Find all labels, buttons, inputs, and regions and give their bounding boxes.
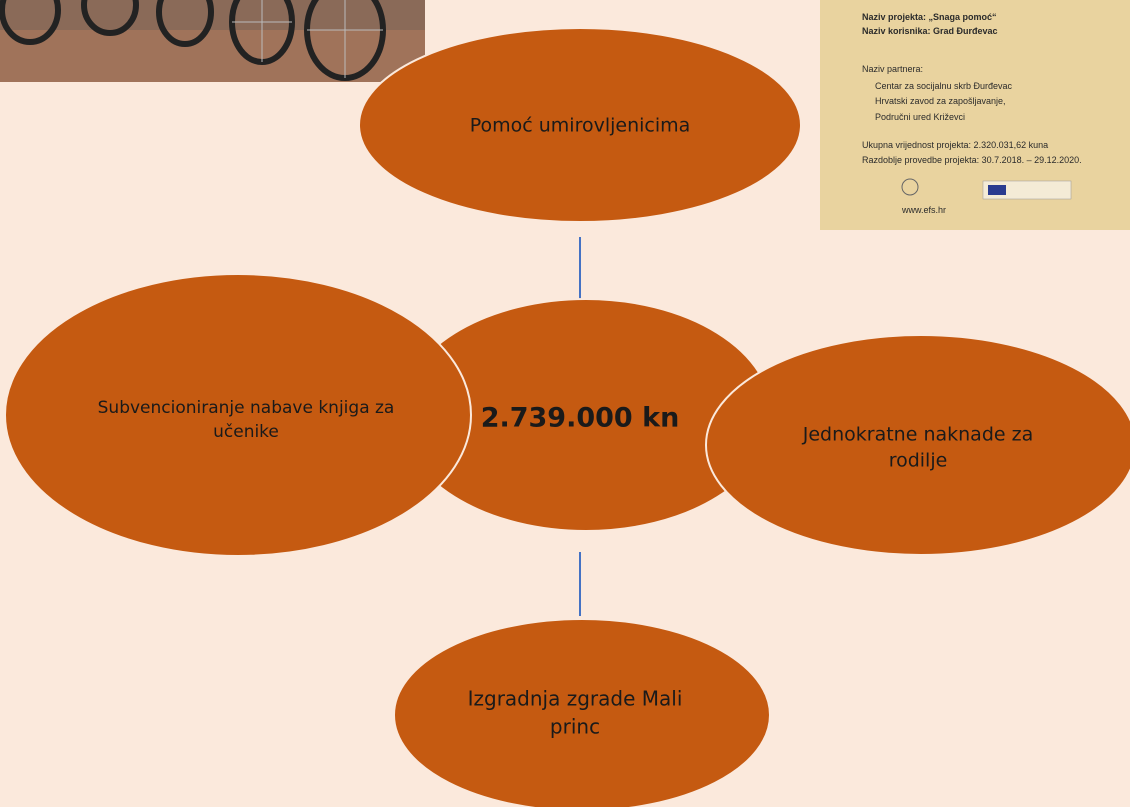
node-label: rodilje <box>889 450 948 472</box>
poster-line: Ukupna vrijednost projekta: 2.320.031,62… <box>862 140 1048 150</box>
slide: Naziv projekta: „Snaga pomoć“ Naziv kori… <box>0 0 1130 807</box>
photo <box>0 0 425 82</box>
center-label: 2.739.000 kn <box>481 403 680 434</box>
poster: Naziv projekta: „Snaga pomoć“ Naziv kori… <box>820 0 1130 230</box>
poster-line: Centar za socijalnu skrb Đurđevac <box>875 81 1013 91</box>
node-label: princ <box>550 715 600 739</box>
poster-line: Naziv projekta: „Snaga pomoć“ <box>862 12 997 22</box>
node-label: Jednokratne naknade za <box>802 424 1033 446</box>
node-label: Subvencioniranje nabave knjiga za <box>98 398 395 418</box>
node-label: učenike <box>213 422 279 442</box>
page: { "diagram": { "center": {"lines": ["2.7… <box>0 0 1130 807</box>
node-ellipse <box>394 619 770 807</box>
poster-line: Područni ured Križevci <box>875 112 965 122</box>
poster-line: Razdoblje provedbe projekta: 30.7.2018. … <box>862 155 1082 165</box>
poster-line: Naziv partnera: <box>862 64 923 74</box>
node-label: Izgradnja zgrade Mali <box>468 687 683 711</box>
node-label: Pomoć umirovljenicima <box>470 115 691 137</box>
poster-line: www.efs.hr <box>901 205 946 215</box>
poster-line: Naziv korisnika: Grad Đurđevac <box>862 26 998 36</box>
poster-line: Hrvatski zavod za zapošljavanje, <box>875 96 1006 106</box>
